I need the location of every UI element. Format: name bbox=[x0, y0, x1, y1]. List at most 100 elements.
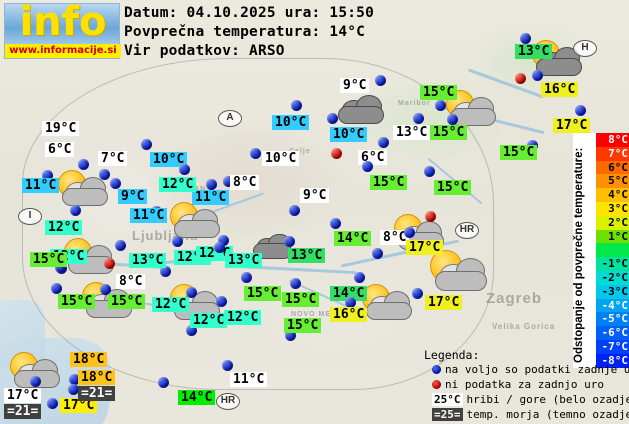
weather-icon-sun-cloud bbox=[56, 168, 112, 210]
temperature-label: 15°C bbox=[434, 180, 472, 195]
temperature-label: 18°C bbox=[70, 352, 108, 367]
station-dot-available[interactable] bbox=[216, 296, 227, 307]
scale-stop: 2°C bbox=[596, 215, 629, 230]
station-dot-available[interactable] bbox=[284, 236, 295, 247]
station-dot-available[interactable] bbox=[78, 159, 89, 170]
station-dot-available[interactable] bbox=[30, 376, 41, 387]
station-dot-available[interactable] bbox=[327, 113, 338, 124]
station-dot-available[interactable] bbox=[223, 176, 234, 187]
station-dot-available[interactable] bbox=[378, 137, 389, 148]
place-label: Maribor bbox=[398, 100, 431, 107]
header-avg-temp: Povprečna temperatura: 14°C bbox=[124, 24, 366, 40]
site-logo[interactable]: info www.informacije.si bbox=[4, 0, 121, 59]
station-dot-available[interactable] bbox=[532, 70, 543, 81]
station-dot-available[interactable] bbox=[186, 287, 197, 298]
station-dot-available[interactable] bbox=[362, 161, 373, 172]
temperature-label: 15°C bbox=[58, 294, 96, 309]
station-dot-available[interactable] bbox=[345, 297, 356, 308]
station-dot-available[interactable] bbox=[214, 242, 225, 253]
station-dot-available[interactable] bbox=[110, 178, 121, 189]
station-dot-available[interactable] bbox=[290, 278, 301, 289]
temperature-label: 12°C bbox=[152, 297, 190, 312]
cloud-icon bbox=[434, 271, 488, 292]
temperature-label: 19°C bbox=[42, 121, 80, 136]
country-tag-h: H bbox=[573, 40, 597, 57]
country-tag-i: I bbox=[18, 208, 42, 225]
scale-stop: 7°C bbox=[596, 146, 629, 161]
station-dot-available[interactable] bbox=[47, 398, 58, 409]
station-dot-available[interactable] bbox=[42, 170, 53, 181]
station-dot-available[interactable] bbox=[285, 330, 296, 341]
station-dot-nodata[interactable] bbox=[425, 211, 436, 222]
station-dot-available[interactable] bbox=[179, 164, 190, 175]
place-label: NOVO MESTO bbox=[291, 311, 349, 318]
temperature-label: 15°C bbox=[282, 292, 320, 307]
station-dot-available[interactable] bbox=[289, 205, 300, 216]
scale-stop bbox=[596, 243, 629, 258]
station-dot-available[interactable] bbox=[375, 75, 386, 86]
temperature-label: 12°C bbox=[45, 220, 83, 235]
station-dot-available[interactable] bbox=[222, 360, 233, 371]
station-dot-available[interactable] bbox=[160, 266, 171, 277]
legend-row: na voljo so podatki zadnje ure bbox=[432, 363, 629, 376]
station-dot-available[interactable] bbox=[520, 33, 531, 44]
scale-title-text: Odstopanje od povprečne temperature: bbox=[573, 147, 585, 363]
temperature-label: 14°C bbox=[178, 390, 216, 405]
station-dot-available[interactable] bbox=[575, 105, 586, 116]
station-dot-available[interactable] bbox=[435, 100, 446, 111]
station-dot-nodata[interactable] bbox=[331, 148, 342, 159]
temperature-label: 11°C bbox=[130, 208, 168, 223]
scale-stop-label: 2°C bbox=[608, 215, 628, 229]
station-dot-available[interactable] bbox=[330, 218, 341, 229]
station-dot-available[interactable] bbox=[354, 272, 365, 283]
station-dot-available[interactable] bbox=[372, 248, 383, 259]
station-dot-available[interactable] bbox=[51, 283, 62, 294]
cloud-icon bbox=[366, 302, 412, 320]
station-dot-available[interactable] bbox=[241, 272, 252, 283]
scale-stop-label: 8°C bbox=[608, 133, 628, 146]
station-dot-available[interactable] bbox=[100, 284, 111, 295]
station-dot-available[interactable] bbox=[250, 148, 261, 159]
scale-stop: -3°C bbox=[596, 284, 629, 299]
station-dot-available[interactable] bbox=[404, 227, 415, 238]
station-dot-available[interactable] bbox=[172, 236, 183, 247]
legend-chip: 25°C bbox=[432, 393, 463, 406]
station-dot-available[interactable] bbox=[69, 374, 80, 385]
scale-stop-label: -3°C bbox=[601, 284, 629, 298]
station-dot-available[interactable] bbox=[424, 166, 435, 177]
legend-row-text: na voljo so podatki zadnje ure bbox=[445, 363, 629, 376]
place-label: Velika Gorica bbox=[492, 322, 556, 331]
station-dot-available[interactable] bbox=[218, 235, 229, 246]
station-dot-available[interactable] bbox=[291, 100, 302, 111]
scale-stop-label: -7°C bbox=[601, 339, 629, 353]
place-label: Celje bbox=[289, 148, 311, 155]
station-dot-available[interactable] bbox=[206, 179, 217, 190]
station-dot-available[interactable] bbox=[141, 139, 152, 150]
station-dot-nodata[interactable] bbox=[104, 258, 115, 269]
temperature-label: 14°C bbox=[330, 286, 368, 301]
temperature-label: 15°C bbox=[244, 286, 282, 301]
station-dot-available[interactable] bbox=[99, 169, 110, 180]
temperature-label: 10°C bbox=[272, 115, 310, 130]
station-dot-nodata[interactable] bbox=[515, 73, 526, 84]
station-dot-available[interactable] bbox=[186, 325, 197, 336]
temperature-label: 15°C bbox=[370, 175, 408, 190]
station-dot-available[interactable] bbox=[158, 377, 169, 388]
temperature-label: 9°C bbox=[340, 78, 370, 93]
temperature-label: 9°C bbox=[300, 188, 330, 203]
station-dot-available[interactable] bbox=[68, 384, 79, 395]
station-dot-available[interactable] bbox=[115, 240, 126, 251]
scale-stop: 6°C bbox=[596, 160, 629, 175]
temperature-label: 13°C bbox=[225, 253, 263, 268]
scale-stop-label: 3°C bbox=[608, 201, 628, 215]
station-dot-available[interactable] bbox=[447, 114, 458, 125]
station-dot-available[interactable] bbox=[55, 262, 66, 273]
scale-stop: -4°C bbox=[596, 298, 629, 313]
station-dot-available[interactable] bbox=[70, 205, 81, 216]
station-dot-available[interactable] bbox=[412, 288, 423, 299]
legend-row: 25°C hribi / gore (belo ozadje) bbox=[432, 393, 629, 406]
country-tag-hr: HR bbox=[216, 393, 240, 410]
scale-stop: 4°C bbox=[596, 188, 629, 202]
station-dot-available[interactable] bbox=[413, 113, 424, 124]
scale-stop-label: -4°C bbox=[601, 298, 629, 312]
